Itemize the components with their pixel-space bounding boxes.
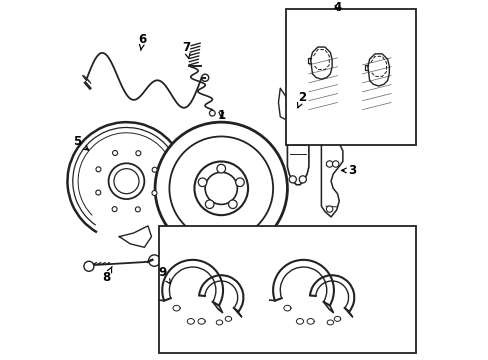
Circle shape — [205, 172, 237, 204]
Circle shape — [194, 162, 247, 215]
Circle shape — [112, 150, 117, 156]
Circle shape — [201, 74, 208, 81]
Circle shape — [169, 136, 273, 240]
Text: 7: 7 — [182, 41, 190, 58]
Bar — [158, 226, 415, 353]
Circle shape — [114, 168, 139, 194]
Polygon shape — [310, 47, 331, 79]
Circle shape — [325, 206, 332, 212]
Circle shape — [152, 190, 157, 195]
Circle shape — [299, 176, 306, 183]
Polygon shape — [174, 138, 197, 162]
Text: 9: 9 — [158, 266, 170, 284]
Circle shape — [217, 165, 225, 173]
Circle shape — [332, 161, 338, 167]
Text: 8: 8 — [102, 266, 112, 284]
Polygon shape — [119, 226, 151, 247]
Circle shape — [155, 122, 287, 255]
Text: 5: 5 — [73, 135, 88, 150]
Polygon shape — [278, 88, 287, 120]
Circle shape — [235, 178, 244, 186]
Circle shape — [198, 178, 206, 186]
Circle shape — [228, 200, 237, 208]
Circle shape — [96, 190, 101, 195]
Polygon shape — [367, 54, 388, 86]
Circle shape — [325, 161, 332, 167]
Circle shape — [96, 167, 101, 172]
Polygon shape — [321, 140, 342, 217]
Circle shape — [136, 151, 141, 156]
Circle shape — [112, 207, 117, 212]
Circle shape — [152, 167, 157, 172]
Circle shape — [288, 176, 296, 183]
Text: 4: 4 — [333, 1, 341, 14]
Circle shape — [135, 207, 140, 212]
Circle shape — [84, 261, 94, 271]
Text: 2: 2 — [297, 91, 305, 108]
Text: 6: 6 — [138, 33, 146, 50]
Polygon shape — [287, 99, 308, 185]
Bar — [285, 9, 415, 145]
Text: 1: 1 — [217, 108, 225, 122]
Text: 3: 3 — [341, 164, 356, 177]
Circle shape — [148, 255, 160, 266]
Circle shape — [108, 163, 144, 199]
Circle shape — [209, 111, 215, 116]
Circle shape — [205, 200, 214, 208]
